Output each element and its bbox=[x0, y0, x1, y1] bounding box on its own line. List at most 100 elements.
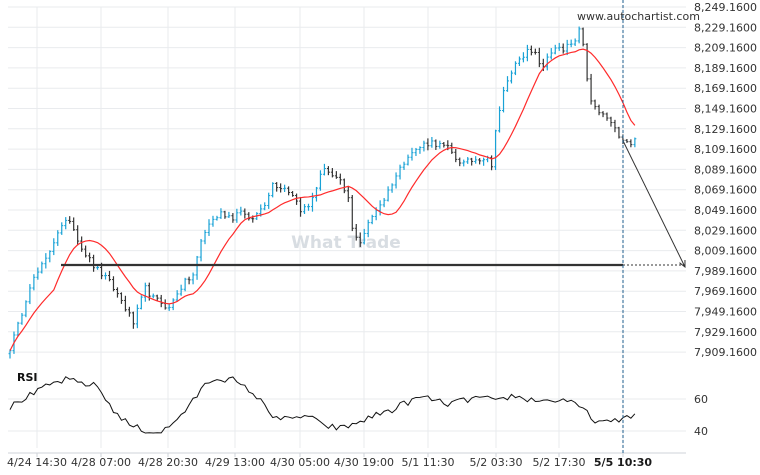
price-bar bbox=[159, 294, 163, 308]
price-bar bbox=[557, 42, 561, 51]
price-bar bbox=[175, 290, 179, 302]
price-bar bbox=[625, 139, 629, 143]
price-bar bbox=[494, 129, 498, 171]
price-bar bbox=[573, 38, 577, 46]
price-bar bbox=[370, 214, 374, 225]
price-bar bbox=[462, 159, 466, 167]
price-bar bbox=[135, 304, 139, 329]
price-bar bbox=[438, 140, 442, 149]
price-bar bbox=[350, 195, 354, 232]
price-bar bbox=[545, 53, 549, 71]
price-bar bbox=[151, 293, 155, 299]
price-bar bbox=[195, 255, 199, 280]
price-bar bbox=[314, 186, 318, 202]
price-bar bbox=[48, 250, 52, 263]
site-url[interactable]: www.autochartist.com bbox=[577, 10, 700, 23]
price-bar bbox=[88, 252, 92, 263]
grid-lines bbox=[8, 6, 686, 454]
price-bar bbox=[478, 158, 482, 165]
price-bar bbox=[605, 112, 609, 121]
price-bar bbox=[458, 157, 462, 167]
price-bar bbox=[390, 183, 394, 193]
price-tick-label: 8,009.1600 bbox=[694, 245, 757, 258]
price-axis: 8,249.1600 8,229.1600 8,209.1600 8,189.1600… bbox=[694, 1, 757, 359]
price-tick-label: 8,189.1600 bbox=[694, 62, 757, 75]
price-bar bbox=[52, 238, 56, 256]
price-bar bbox=[418, 146, 422, 154]
price-bar bbox=[191, 272, 195, 285]
price-bar bbox=[108, 270, 111, 282]
price-bar bbox=[354, 224, 358, 241]
time-tick-label: 4/28 20:30 bbox=[138, 456, 198, 469]
price-bar bbox=[482, 157, 486, 166]
rsi-tick-label: 60 bbox=[694, 393, 708, 406]
price-tick-label: 7,989.1600 bbox=[694, 265, 757, 278]
price-bar bbox=[410, 147, 414, 161]
price-bar bbox=[64, 217, 68, 230]
price-bar bbox=[68, 216, 72, 224]
price-bar bbox=[32, 274, 36, 291]
price-bar bbox=[334, 171, 338, 179]
price-bar bbox=[223, 210, 227, 219]
price-tick-label: 8,129.1600 bbox=[694, 123, 757, 136]
price-bar bbox=[271, 182, 275, 198]
price-tick-label: 7,929.1600 bbox=[694, 326, 757, 339]
moving-average-line bbox=[9, 48, 636, 351]
price-bar bbox=[406, 154, 410, 166]
rsi-line bbox=[9, 376, 636, 434]
projection-arrow bbox=[622, 140, 686, 268]
price-bar bbox=[549, 48, 553, 60]
price-bar bbox=[430, 137, 434, 148]
price-bar bbox=[506, 76, 509, 92]
price-tick-label: 8,089.1600 bbox=[694, 163, 757, 176]
price-bar bbox=[231, 213, 235, 223]
price-bar bbox=[633, 137, 637, 148]
price-bar bbox=[338, 173, 342, 185]
price-bar bbox=[426, 138, 430, 151]
price-bar bbox=[20, 312, 24, 325]
price-bar bbox=[143, 282, 147, 302]
price-bar bbox=[291, 191, 295, 197]
price-bar bbox=[537, 47, 541, 68]
price-bar bbox=[44, 253, 48, 269]
price-bar bbox=[470, 157, 474, 166]
price-bar bbox=[267, 192, 271, 209]
price-bar bbox=[414, 147, 418, 157]
price-bar bbox=[318, 170, 322, 191]
price-bar bbox=[16, 321, 20, 337]
price-bar bbox=[358, 232, 362, 247]
price-bar bbox=[24, 300, 28, 318]
price-bar bbox=[629, 139, 633, 148]
price-bar bbox=[40, 261, 44, 274]
price-bar bbox=[402, 161, 406, 170]
price-bar bbox=[529, 45, 533, 56]
time-tick-label: 4/30 19:00 bbox=[334, 456, 394, 469]
rsi-series-line bbox=[9, 376, 636, 434]
price-bar bbox=[187, 276, 191, 285]
price-bar bbox=[131, 311, 135, 329]
price-bar bbox=[215, 215, 219, 221]
price-bar bbox=[239, 206, 243, 216]
time-tick-label: 4/24 14:30 bbox=[7, 456, 67, 469]
price-bar bbox=[111, 276, 115, 292]
price-bar bbox=[490, 155, 494, 171]
price-bar bbox=[92, 254, 96, 272]
price-bar bbox=[565, 39, 569, 56]
price-bar bbox=[561, 43, 565, 54]
time-tick-label: 5/2 17:30 bbox=[533, 456, 586, 469]
price-bar bbox=[219, 208, 223, 219]
price-bar bbox=[454, 148, 458, 163]
price-bar bbox=[207, 219, 211, 236]
price-bar bbox=[386, 186, 390, 202]
price-bar bbox=[394, 172, 398, 189]
price-bar bbox=[275, 182, 279, 192]
price-bar bbox=[287, 186, 291, 196]
moving-average bbox=[9, 48, 636, 351]
projection bbox=[622, 140, 686, 269]
price-bar bbox=[330, 168, 334, 178]
price-bar bbox=[171, 298, 175, 311]
price-bar bbox=[211, 215, 215, 227]
price-bar bbox=[303, 204, 307, 215]
